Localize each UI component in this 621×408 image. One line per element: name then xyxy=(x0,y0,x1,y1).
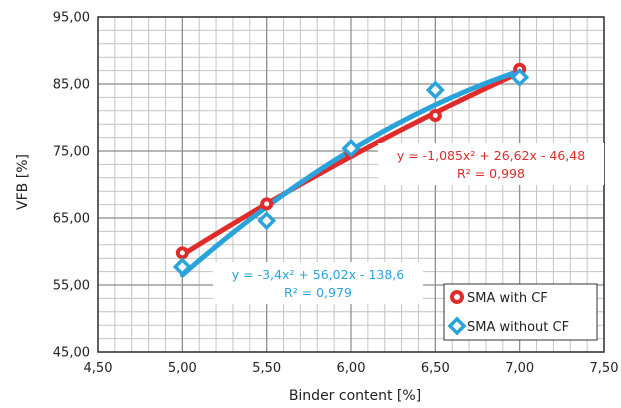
data-point-with-cf xyxy=(175,246,189,260)
data-point-with-cf xyxy=(428,108,442,122)
y-tick-label: 65,00 xyxy=(53,212,90,227)
x-tick-label: 5,00 xyxy=(168,361,197,376)
y-tick-label: 55,00 xyxy=(53,279,90,294)
legend-label-with-cf: SMA with CF xyxy=(467,291,548,306)
x-tick-label: 6,00 xyxy=(337,361,366,376)
legend-circle-marker xyxy=(450,290,464,304)
equation-box-without-cf: y = -3,4x² + 56,02x - 138,6 R² = 0,979 xyxy=(213,262,423,304)
data-point-without-cf xyxy=(257,211,277,231)
data-point-without-cf xyxy=(341,138,361,158)
data-point-with-cf xyxy=(260,197,274,211)
legend-item-without-cf: SMA without CF xyxy=(447,316,569,336)
data-markers xyxy=(172,62,530,277)
y-tick-label: 75,00 xyxy=(53,145,90,160)
legend: SMA with CF SMA without CF xyxy=(443,283,598,341)
x-axis-ticks: 4,50 5,00 5,50 6,00 6,50 7,00 7,50 xyxy=(84,361,619,376)
legend-diamond-marker xyxy=(447,316,467,336)
y-axis-ticks: 45,00 55,00 65,00 75,00 85,00 95,00 xyxy=(53,11,90,361)
x-tick-label: 7,50 xyxy=(590,361,619,376)
x-axis-title: Binder content [%] xyxy=(289,388,421,404)
y-tick-label: 95,00 xyxy=(53,11,90,26)
y-tick-label: 45,00 xyxy=(53,346,90,361)
equation-without-cf: y = -3,4x² + 56,02x - 138,6 xyxy=(232,267,405,282)
legend-label-without-cf: SMA without CF xyxy=(467,320,569,335)
x-tick-label: 6,50 xyxy=(421,361,450,376)
data-point-without-cf xyxy=(425,80,445,100)
equation-box-with-cf: y = -1,085x² + 26,62x - 46,48 R² = 0,998 xyxy=(378,143,604,185)
x-tick-label: 7,00 xyxy=(505,361,534,376)
r2-with-cf: R² = 0,998 xyxy=(457,166,525,181)
y-axis-title: VFB [%] xyxy=(15,154,31,210)
x-tick-label: 4,50 xyxy=(84,361,113,376)
r2-without-cf: R² = 0,979 xyxy=(284,285,352,300)
legend-item-with-cf: SMA with CF xyxy=(450,290,548,306)
data-point-without-cf xyxy=(172,257,192,277)
y-tick-label: 85,00 xyxy=(53,78,90,93)
equation-with-cf: y = -1,085x² + 26,62x - 46,48 xyxy=(397,148,585,163)
data-point-without-cf xyxy=(510,67,530,87)
x-tick-label: 5,50 xyxy=(252,361,281,376)
